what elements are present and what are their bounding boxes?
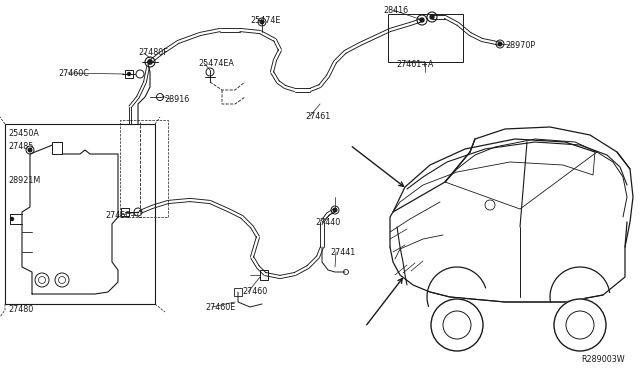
Circle shape [28,148,32,152]
Text: 28916: 28916 [164,94,189,103]
Text: R289003W: R289003W [581,356,625,365]
Text: 27460+C: 27460+C [105,211,143,219]
Text: 27441: 27441 [330,247,355,257]
Bar [260,270,268,280]
Text: 27460E: 27460E [205,304,236,312]
Ellipse shape [431,299,483,351]
Bar [121,208,129,216]
Text: 25474E: 25474E [250,16,280,25]
Bar [52,142,62,154]
Text: 28970P: 28970P [505,41,535,49]
Text: 27485: 27485 [8,141,33,151]
Text: 27461+A: 27461+A [396,60,433,68]
Text: 27460C: 27460C [58,68,89,77]
Bar [125,70,133,78]
Text: 27460: 27460 [242,288,268,296]
Circle shape [10,218,13,221]
Bar [5,124,155,304]
Circle shape [333,208,337,212]
Circle shape [498,42,502,46]
Text: 25450A: 25450A [8,128,39,138]
Bar [388,14,463,62]
Text: 25474EA: 25474EA [198,58,234,67]
Text: 27480: 27480 [8,305,33,314]
Circle shape [127,73,131,76]
Text: 28416: 28416 [383,6,408,15]
Text: 28921M: 28921M [8,176,40,185]
Ellipse shape [554,299,606,351]
Circle shape [430,15,434,19]
Circle shape [420,18,424,22]
Bar [234,288,242,296]
Text: 27440: 27440 [315,218,340,227]
Text: 27480F: 27480F [138,48,168,57]
Text: 27461: 27461 [305,112,330,121]
Circle shape [148,60,152,64]
Circle shape [260,20,264,24]
